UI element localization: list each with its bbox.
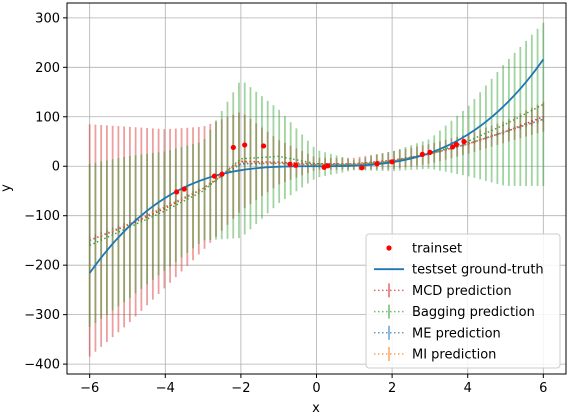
y-tick-label: 0	[52, 160, 60, 175]
trainset-point	[461, 138, 467, 145]
y-tick-label: −300	[24, 308, 60, 323]
legend-label: MCD prediction	[412, 284, 512, 299]
trainset-point	[449, 144, 456, 150]
trainset-point	[174, 189, 180, 195]
trainset-point	[453, 141, 459, 148]
y-tick-label: −100	[24, 209, 60, 224]
legend-marker-trainset	[386, 245, 392, 251]
y-axis-label: y	[0, 184, 14, 192]
trainset-points	[174, 138, 467, 195]
trainset-point	[230, 144, 236, 151]
x-tick-label: 2	[388, 381, 396, 396]
x-tick-label: 4	[464, 381, 472, 396]
x-tick-label: 6	[539, 381, 547, 396]
legend-label: testset ground-truth	[412, 263, 544, 278]
y-tick-label: 100	[35, 110, 60, 125]
trainset-point	[419, 151, 425, 157]
trainset-point	[181, 186, 187, 192]
trainset-point	[293, 162, 299, 168]
legend-label: ME prediction	[412, 326, 501, 341]
series-line-mcd-prediction	[89, 116, 544, 242]
y-tick-label: −400	[24, 358, 60, 373]
x-tick-label: −2	[231, 381, 250, 396]
x-tick-label: 0	[312, 381, 320, 396]
legend-label: trainset	[412, 242, 462, 257]
trainset-point	[359, 165, 365, 171]
trainset-point	[242, 142, 248, 148]
trainset-point	[427, 149, 433, 155]
legend-label: MI prediction	[412, 348, 496, 363]
trainset-point	[374, 161, 380, 167]
trainset-point	[389, 159, 395, 165]
trainset-point	[287, 161, 293, 167]
trainset-point	[325, 163, 331, 169]
x-axis-label: x	[312, 401, 320, 414]
legend: trainset testset ground-truth MCD predicti…	[365, 233, 561, 369]
prediction-lines	[88, 58, 545, 274]
trainset-point	[260, 143, 267, 149]
y-tick-label: 200	[35, 61, 60, 76]
x-tick-label: −4	[156, 381, 175, 396]
legend-label: Bagging prediction	[412, 305, 535, 320]
error-bars	[88, 22, 545, 357]
x-tick-label: −6	[80, 381, 99, 396]
ground-truth-line	[88, 58, 545, 274]
y-tick-label: 300	[35, 11, 60, 26]
trainset-point	[219, 171, 225, 177]
legend-box	[365, 233, 561, 369]
y-tick-label: −200	[24, 259, 60, 274]
trainset-point	[211, 173, 218, 179]
axis-ticks: −6 −4 −2 0 2 4 6 −400 −300 −200 −100 0 100 200 300	[24, 11, 547, 396]
